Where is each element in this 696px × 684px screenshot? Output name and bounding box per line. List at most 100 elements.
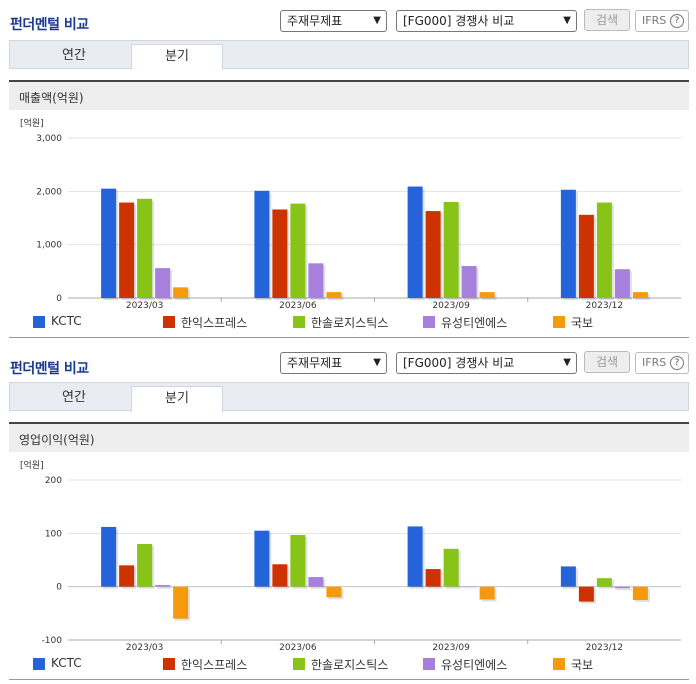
bar: [614, 586, 630, 589]
x-tick-label: 2023/06: [279, 301, 317, 311]
bar: [254, 530, 270, 587]
bar: [101, 526, 117, 587]
help-icon[interactable]: ?: [670, 14, 684, 28]
ifrs-label: IFRS: [642, 14, 667, 27]
topic-select-value: 주재무제표: [287, 14, 343, 28]
bar: [101, 188, 117, 298]
bar: [326, 586, 342, 598]
bar: [155, 268, 171, 298]
chevron-down-icon: ▼: [563, 357, 571, 368]
chart-legend: KCTC 한익스프레스 한솔로지스틱스 유성티엔에스 국보: [0, 312, 696, 332]
bar: [632, 292, 648, 298]
legend-swatch: [163, 316, 175, 328]
bar: [155, 585, 171, 587]
bar: [614, 269, 630, 298]
tab-annual[interactable]: 연간: [62, 390, 86, 405]
bar: [560, 189, 576, 298]
bar: [425, 211, 441, 298]
bar: [407, 186, 423, 298]
bar-shadow: [616, 588, 632, 591]
ifrs-label: IFRS: [642, 356, 667, 369]
legend-swatch: [423, 316, 435, 328]
legend-swatch: [33, 658, 45, 670]
chart-legend: KCTC 한익스프레스 한솔로지스틱스 유성티엔에스 국보: [0, 654, 696, 674]
bar: [407, 526, 423, 587]
operating-profit-chart: [억원]200 100 0 -100 2023/03 2023/06 2023/09 2023…: [20, 459, 681, 653]
x-tick-label: 2023/12: [586, 301, 623, 311]
bar: [443, 202, 459, 298]
bar: [461, 586, 477, 588]
bar: [308, 263, 324, 298]
topic-select[interactable]: 주재무제표 ▼: [280, 352, 387, 374]
fundamental-section-2: 펀더멘털 비교 주재무제표 ▼ [FG000] 경쟁사 비교 ▼ 검색 IFRS…: [0, 342, 696, 684]
y-axis-unit: [억원]: [20, 459, 44, 471]
bar: [560, 566, 576, 587]
search-button[interactable]: 검색: [584, 351, 630, 373]
x-tick-label: 2023/06: [279, 643, 317, 653]
bar: [119, 202, 135, 298]
legend-label: 한익스프레스: [181, 316, 248, 330]
x-tick-label: 2023/03: [126, 301, 163, 311]
bar-shadow: [463, 588, 479, 590]
topic-select[interactable]: 주재무제표 ▼: [280, 10, 387, 32]
compare-select-value: [FG000] 경쟁사 비교: [403, 356, 515, 370]
y-tick-label: 200: [45, 476, 62, 486]
search-button[interactable]: 검색: [584, 9, 630, 31]
bar: [254, 190, 270, 298]
tab-quarterly[interactable]: 분기: [131, 44, 223, 70]
legend-swatch: [293, 658, 305, 670]
compare-select-value: [FG000] 경쟁사 비교: [403, 14, 515, 28]
chevron-down-icon: ▼: [563, 15, 571, 26]
bar: [272, 209, 288, 298]
x-tick-label: 2023/03: [126, 643, 163, 653]
tab-annual[interactable]: 연간: [62, 48, 86, 63]
y-tick-label: 0: [56, 583, 62, 593]
y-tick-label: 100: [45, 529, 62, 539]
bar: [173, 287, 189, 298]
bar-shadow: [157, 587, 173, 589]
legend-swatch: [33, 316, 45, 328]
legend-label: KCTC: [51, 314, 82, 328]
bar: [326, 292, 342, 298]
legend-label: 한솔로지스틱스: [311, 316, 389, 330]
bar: [119, 565, 135, 587]
x-tick-label: 2023/09: [432, 643, 470, 653]
y-tick-label: 3,000: [36, 134, 62, 144]
legend-label: 한솔로지스틱스: [311, 658, 389, 672]
bar: [596, 578, 612, 587]
bar: [479, 292, 495, 298]
legend-label: 국보: [571, 658, 594, 672]
legend-label: 유성티엔에스: [441, 316, 508, 330]
chart-title: 영업이익(억원): [19, 433, 95, 447]
bar: [290, 534, 306, 587]
bar: [461, 266, 477, 298]
legend-swatch: [423, 658, 435, 670]
revenue-chart: [억원] 3,000 2,000 1,000 0 2023/03 2023/06 2023/0…: [20, 117, 681, 311]
y-axis-unit: [억원]: [20, 117, 44, 129]
ifrs-button[interactable]: IFRS ?: [635, 352, 689, 374]
section-title: 펀더멘털 비교: [10, 17, 89, 33]
bar: [173, 586, 189, 619]
bar: [596, 202, 612, 298]
chart-header: 영업이익(억원): [9, 422, 689, 452]
compare-select[interactable]: [FG000] 경쟁사 비교 ▼: [396, 10, 577, 32]
ifrs-button[interactable]: IFRS ?: [635, 10, 689, 32]
chart-title: 매출액(억원): [19, 91, 84, 105]
bar: [290, 203, 306, 298]
bar: [443, 548, 459, 587]
tab-quarterly[interactable]: 분기: [131, 386, 223, 412]
chevron-down-icon: ▼: [373, 15, 381, 26]
y-tick-label: -100: [42, 636, 63, 646]
compare-select[interactable]: [FG000] 경쟁사 비교 ▼: [396, 352, 577, 374]
bar: [272, 564, 288, 587]
legend-swatch: [293, 316, 305, 328]
fundamental-section-1: 펀더멘털 비교 주재무제표 ▼ [FG000] 경쟁사 비교 ▼ 검색 IFRS…: [0, 9, 696, 338]
section-title: 펀더멘털 비교: [10, 361, 89, 377]
bar: [578, 586, 594, 602]
x-tick-label: 2023/12: [586, 643, 623, 653]
topic-select-value: 주재무제표: [287, 356, 343, 370]
y-tick-label: 2,000: [36, 187, 62, 197]
bar: [632, 586, 648, 600]
help-icon[interactable]: ?: [670, 356, 684, 370]
legend-label: 국보: [571, 316, 594, 330]
